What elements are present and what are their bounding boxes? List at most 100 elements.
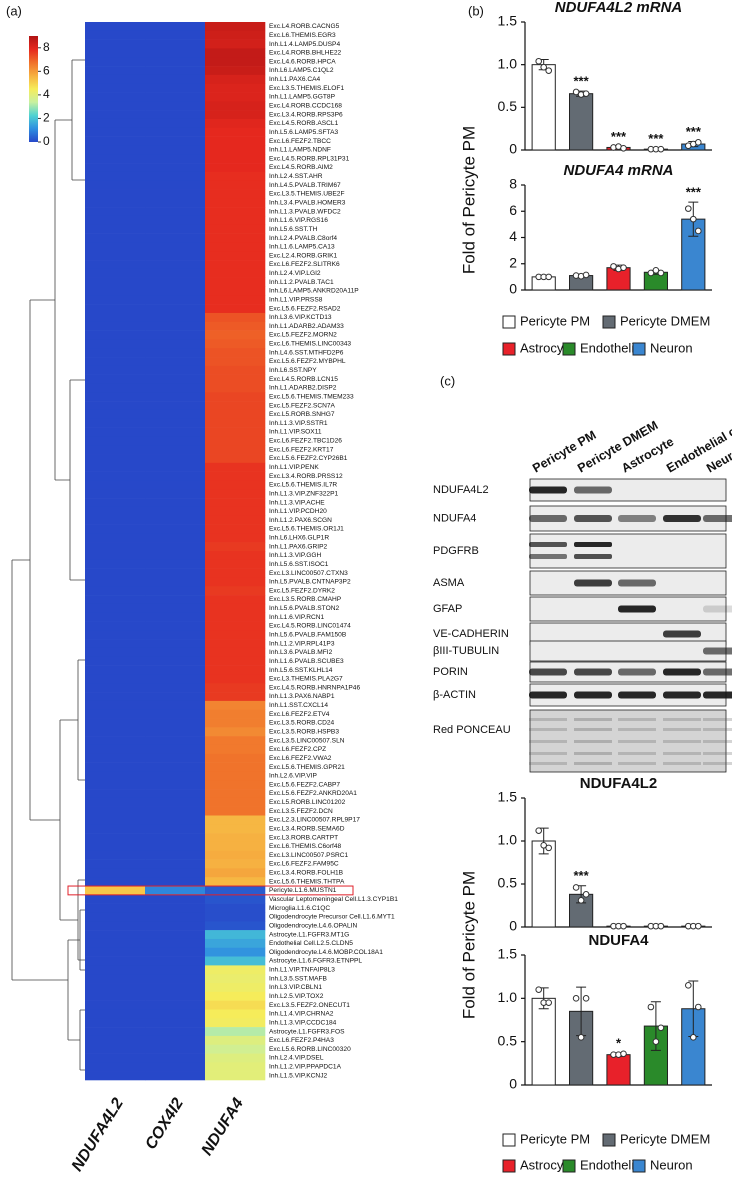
- heatmap-cell: [145, 524, 206, 534]
- heatmap-cell: [205, 57, 266, 67]
- heatmap-cell: [145, 612, 206, 622]
- blot-band: [618, 605, 656, 613]
- heatmap-cell: [205, 912, 266, 922]
- heatmap-cell: [205, 780, 266, 790]
- row-label: Exc.L3.5.RORB.CMAHP: [269, 596, 342, 603]
- heatmap-cell: [85, 189, 146, 199]
- heatmap-cell: [145, 277, 206, 287]
- heatmap-cell: [85, 462, 146, 472]
- row-label: Exc.L6.FEZF2.ETV4: [269, 711, 330, 718]
- row-label: Vascular Leptomeningeal Cell.L1.3.CYP1B1: [269, 896, 398, 903]
- heatmap-cell: [145, 912, 206, 922]
- data-point: [582, 891, 590, 898]
- heatmap-cell: [85, 22, 146, 32]
- heatmap-cell: [85, 1062, 146, 1072]
- row-label: Inh.L1.PAX6.CA4: [269, 76, 321, 83]
- y-tick-label: 4: [509, 228, 517, 244]
- row-label: Inh.L1.4.VIP.CHRNA2: [269, 1011, 334, 1018]
- row-label: Exc.L6.FEZF2.VWA2: [269, 755, 332, 762]
- heatmap-cell: [205, 674, 266, 684]
- y-tick-label: 8: [509, 176, 517, 192]
- heatmap-cell: [205, 418, 266, 428]
- heatmap-cell: [205, 771, 266, 781]
- heatmap-cell: [85, 789, 146, 799]
- heatmap-cell: [145, 771, 206, 781]
- row-label: Microglia.L1.6.C1QC: [269, 905, 330, 912]
- heatmap-cell: [85, 780, 146, 790]
- heatmap-cell: [205, 268, 266, 278]
- legend-swatch: [602, 1133, 616, 1147]
- heatmap-cell: [85, 445, 146, 455]
- heatmap-cell: [205, 983, 266, 993]
- heatmap-cell: [85, 427, 146, 437]
- heatmap-cell: [85, 321, 146, 331]
- blot-band: [703, 728, 732, 731]
- heatmap-cell: [85, 612, 146, 622]
- heatmap-cell: [205, 762, 266, 772]
- heatmap-cell: [145, 789, 206, 799]
- heatmap-cell: [205, 127, 266, 137]
- data-point: [695, 227, 702, 235]
- legend-swatch: [502, 1159, 516, 1173]
- heatmap-cell: [145, 991, 206, 1001]
- dendrogram: [11, 59, 85, 1071]
- heatmap-cell: [205, 1009, 266, 1019]
- heatmap-cell: [205, 568, 266, 578]
- data-point: [540, 842, 548, 849]
- heatmap-cell: [85, 224, 146, 234]
- heatmap-cell: [85, 312, 146, 323]
- heatmap-cell: [145, 841, 206, 852]
- data-point: [582, 271, 590, 279]
- row-label: Inh.L2.6.VIP.VIP: [269, 773, 318, 780]
- heatmap-cell: [205, 374, 266, 384]
- heatmap-cell: [85, 815, 146, 825]
- heatmap-cell: [205, 991, 266, 1001]
- heatmap-cell: [85, 74, 146, 85]
- heatmap-cell: [85, 753, 146, 763]
- heatmap-cell: [205, 947, 266, 957]
- bar: [531, 64, 556, 151]
- y-tick-label: 1.0: [498, 55, 518, 71]
- data-point: [620, 264, 627, 271]
- row-label: Inh.L1.2.PAX6.SCGN: [269, 517, 332, 524]
- heatmap-cell: [205, 339, 266, 349]
- heatmap-cell: [205, 1071, 266, 1081]
- row-label: Astrocyte.L1.6.FGFR3.ETNPPL: [269, 958, 362, 965]
- heatmap-cell: [205, 22, 266, 32]
- heatmap-cell: [205, 304, 266, 314]
- data-point: [647, 1003, 655, 1011]
- row-label: Exc.L4.6.RORB.HPCA: [269, 58, 336, 65]
- row-label: Inh.L1.3.PVALB.WFDC2: [269, 208, 341, 215]
- heatmap-cell: [85, 409, 146, 420]
- blot-band: [529, 762, 567, 765]
- heatmap-cell: [145, 542, 206, 552]
- heatmap-cell: [205, 330, 266, 340]
- significance: ***: [686, 185, 702, 200]
- heatmap-cell: [145, 630, 206, 640]
- data-point: [540, 63, 548, 71]
- colorbar-tick-label: 4: [43, 87, 50, 101]
- y-axis-label: Fold of Pericyte PM: [459, 126, 478, 274]
- row-label: Exc.L5.6.FEZF2.CYP26B1: [269, 455, 348, 462]
- heatmap-cell: [145, 127, 206, 137]
- heatmap-cell: [205, 647, 266, 658]
- heatmap-cell: [85, 736, 146, 746]
- row-label: Exc.L4.5.RORB.LINC01474: [269, 623, 351, 630]
- heatmap-cell: [145, 1000, 206, 1010]
- heatmap-cell: [85, 145, 146, 155]
- data-point: [657, 145, 665, 153]
- significance: ***: [686, 124, 702, 139]
- blot-band: [618, 691, 656, 699]
- heatmap-cell: [85, 374, 146, 384]
- heatmap-cell: [205, 180, 266, 190]
- heatmap-cell: [85, 877, 146, 887]
- heatmap-cell: [85, 656, 146, 666]
- y-tick-label: 0: [509, 141, 517, 157]
- row-label: Exc.L6.FEZF2.P4HA3: [269, 1037, 334, 1044]
- heatmap-cell: [205, 251, 266, 261]
- heatmap-cell: [205, 357, 266, 367]
- heatmap-cell: [145, 603, 206, 614]
- data-point: [657, 922, 665, 930]
- row-label: Pericyte.L1.6.MUSTN1: [269, 887, 337, 894]
- heatmap-cell: [205, 233, 266, 243]
